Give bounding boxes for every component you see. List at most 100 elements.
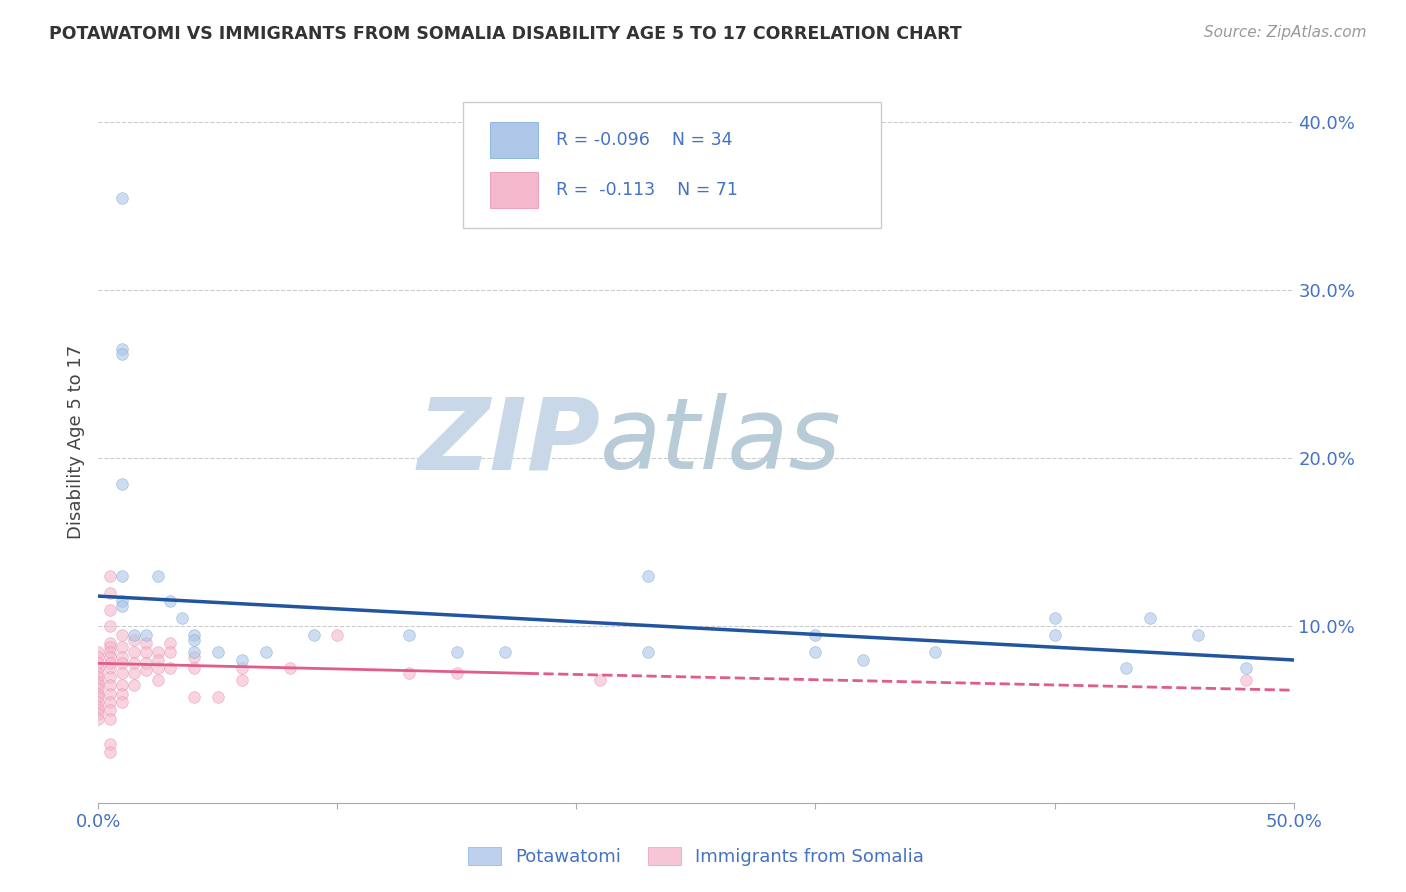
Point <box>183 661 205 675</box>
Text: ZIP: ZIP <box>418 393 600 490</box>
Point <box>111 695 134 709</box>
Point <box>98 657 122 671</box>
Point <box>124 678 146 692</box>
Point <box>446 666 468 681</box>
Point <box>398 666 420 681</box>
Point <box>98 670 122 684</box>
Point <box>1187 628 1209 642</box>
Point <box>804 628 827 642</box>
Point <box>87 657 110 671</box>
Point <box>804 644 827 658</box>
Point <box>446 644 468 658</box>
Point <box>98 644 122 658</box>
Point <box>637 644 659 658</box>
Text: atlas: atlas <box>600 393 842 490</box>
Point <box>98 745 122 759</box>
Text: POTAWATOMI VS IMMIGRANTS FROM SOMALIA DISABILITY AGE 5 TO 17 CORRELATION CHART: POTAWATOMI VS IMMIGRANTS FROM SOMALIA DI… <box>49 25 962 43</box>
Point <box>159 644 181 658</box>
Point <box>148 644 170 658</box>
Point <box>231 661 253 675</box>
Point <box>98 712 122 726</box>
Point <box>87 644 110 658</box>
Point <box>98 687 122 701</box>
Point <box>98 695 122 709</box>
Point <box>183 644 205 658</box>
Point <box>183 632 205 647</box>
Y-axis label: Disability Age 5 to 17: Disability Age 5 to 17 <box>66 344 84 539</box>
Point <box>87 706 110 721</box>
Point <box>87 666 110 681</box>
Point <box>124 628 146 642</box>
Point <box>87 674 110 689</box>
Point <box>1234 673 1257 687</box>
FancyBboxPatch shape <box>491 172 538 208</box>
Point <box>231 653 253 667</box>
Point <box>98 649 122 664</box>
Point <box>124 632 146 647</box>
Point <box>111 649 134 664</box>
Point <box>148 661 170 675</box>
Point <box>172 611 194 625</box>
Point <box>135 663 157 677</box>
Point <box>98 586 122 600</box>
Point <box>98 661 122 675</box>
Point <box>111 628 134 642</box>
Point <box>302 628 325 642</box>
Point <box>124 657 146 671</box>
Point <box>87 703 110 717</box>
Point <box>98 703 122 717</box>
Point <box>98 636 122 650</box>
Point <box>254 644 277 658</box>
Point <box>207 690 229 704</box>
Point <box>183 690 205 704</box>
Point <box>278 661 301 675</box>
Point <box>148 673 170 687</box>
Point <box>852 653 875 667</box>
Point <box>494 644 516 658</box>
Point <box>1234 661 1257 675</box>
Point <box>87 700 110 714</box>
Point <box>111 678 134 692</box>
Text: R =  -0.113    N = 71: R = -0.113 N = 71 <box>557 181 738 199</box>
Point <box>148 569 170 583</box>
Point <box>637 569 659 583</box>
Point <box>87 695 110 709</box>
Point <box>111 666 134 681</box>
Point <box>924 644 946 658</box>
Point <box>87 670 110 684</box>
Point <box>87 678 110 692</box>
Point <box>135 636 157 650</box>
Point <box>111 599 134 614</box>
Point <box>124 644 146 658</box>
Point <box>207 644 229 658</box>
Point <box>589 673 612 687</box>
Point <box>159 636 181 650</box>
Point <box>87 687 110 701</box>
Text: Source: ZipAtlas.com: Source: ZipAtlas.com <box>1204 25 1367 40</box>
Point <box>135 628 157 642</box>
Point <box>87 690 110 704</box>
Point <box>98 737 122 751</box>
Point <box>98 678 122 692</box>
Point <box>111 687 134 701</box>
Point <box>87 649 110 664</box>
Point <box>148 653 170 667</box>
Point <box>1139 611 1161 625</box>
Point <box>111 569 134 583</box>
FancyBboxPatch shape <box>463 102 882 228</box>
Point <box>111 657 134 671</box>
Point <box>111 640 134 654</box>
Point <box>98 640 122 654</box>
Point <box>1043 611 1066 625</box>
Point <box>111 594 134 608</box>
Point <box>124 666 146 681</box>
Point <box>111 191 134 205</box>
Point <box>135 644 157 658</box>
Point <box>111 347 134 361</box>
Text: R = -0.096    N = 34: R = -0.096 N = 34 <box>557 131 733 149</box>
FancyBboxPatch shape <box>491 122 538 158</box>
Point <box>398 628 420 642</box>
Point <box>98 602 122 616</box>
Point <box>111 342 134 356</box>
Point <box>87 712 110 726</box>
